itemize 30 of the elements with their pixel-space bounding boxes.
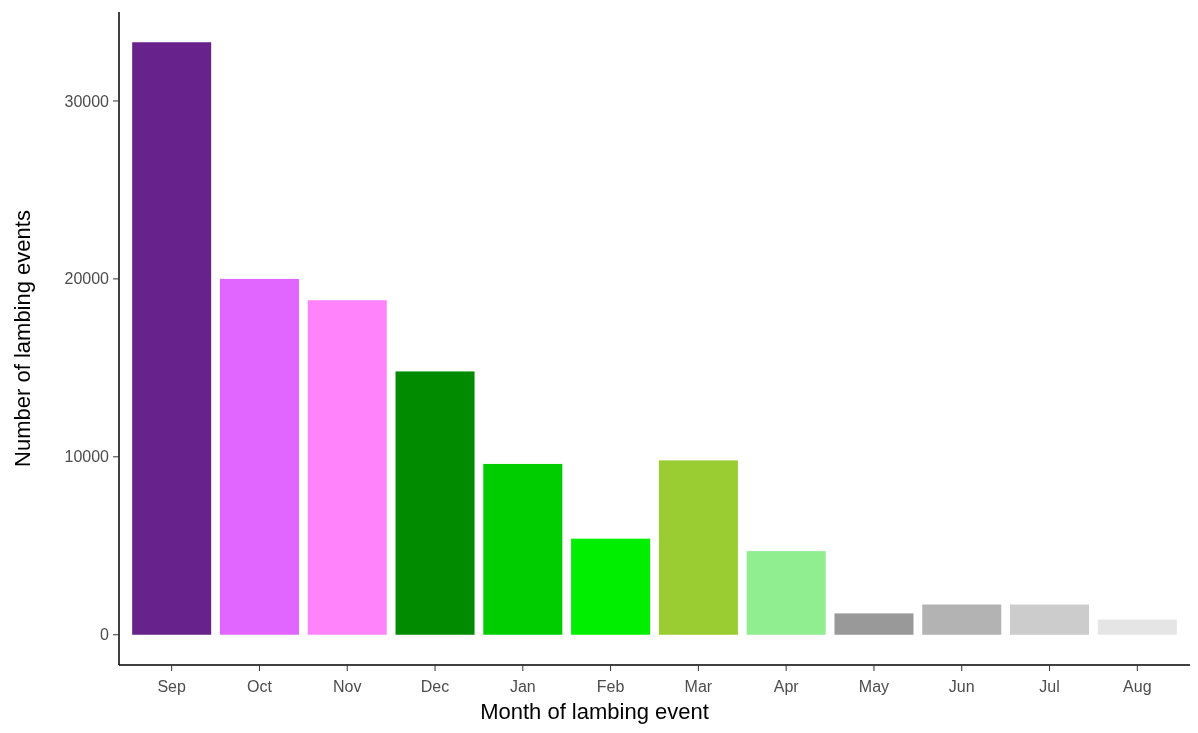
x-tick-label: Jan <box>509 678 536 695</box>
bar <box>1097 619 1177 635</box>
bar <box>132 42 212 635</box>
bar <box>1010 604 1090 635</box>
x-tick-label: Dec <box>420 678 450 695</box>
y-axis-title: Number of lambing events <box>10 210 35 467</box>
x-tick-label: Sep <box>157 678 187 695</box>
bar <box>922 604 1002 635</box>
y-tick-label: 10000 <box>64 448 110 466</box>
bar <box>834 613 914 635</box>
x-tick-label: Aug <box>1123 678 1152 695</box>
x-tick-label: Mar <box>684 678 713 695</box>
bar <box>483 463 563 635</box>
x-tick-label: May <box>858 678 890 695</box>
bar <box>571 538 651 635</box>
y-tick-label: 30000 <box>64 92 110 110</box>
x-tick-label: Jun <box>948 678 975 695</box>
x-axis-title: Month of lambing event <box>480 699 709 724</box>
x-tick-label: Feb <box>596 678 625 695</box>
y-tick-label: 0 <box>100 626 110 644</box>
x-tick-label: Oct <box>247 678 273 695</box>
bar <box>658 460 738 635</box>
bar <box>395 371 475 635</box>
bar <box>219 278 299 635</box>
x-tick-label: Jul <box>1039 678 1060 695</box>
x-tick-label: Apr <box>773 678 800 695</box>
x-tick-label: Nov <box>333 678 362 695</box>
bar <box>746 551 826 635</box>
bar <box>307 300 387 635</box>
y-tick-label: 20000 <box>64 270 110 288</box>
